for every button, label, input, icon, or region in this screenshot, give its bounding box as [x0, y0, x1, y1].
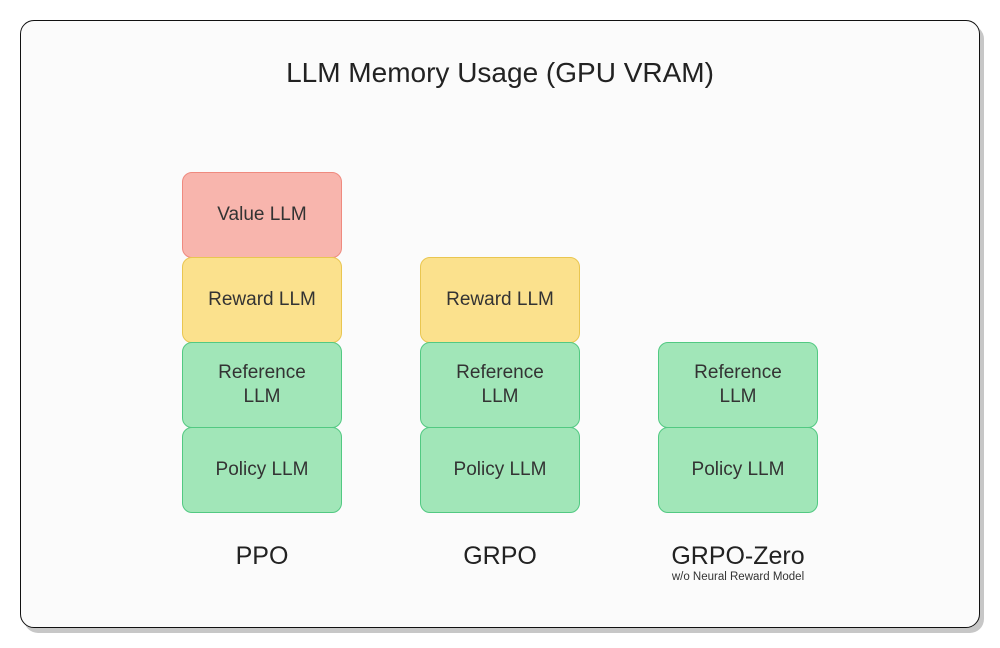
category-sublabel: w/o Neural Reward Model	[671, 571, 804, 583]
bar-column: Policy LLM Reference LLM Reward LLM Value L…	[182, 173, 342, 587]
bar-segment-label: Reference LLM	[678, 361, 798, 409]
bar-segment: Reward LLM	[182, 257, 342, 343]
bar-segment: Reference LLM	[658, 342, 818, 428]
category-label-text: PPO	[236, 542, 289, 570]
bar-stack: Policy LLM Reference LLM Reward LLM	[420, 258, 580, 513]
bar-segment: Reference LLM	[182, 342, 342, 428]
category-label: GRPO	[463, 543, 537, 587]
bar-segment-label: Policy LLM	[454, 458, 547, 482]
category-label-text: GRPO-Zero	[671, 542, 804, 570]
bar-segment: Policy LLM	[658, 427, 818, 513]
bar-column: Policy LLM Reference LLM GRPO-Zerow/o Neur…	[658, 343, 818, 587]
chart-title: LLM Memory Usage (GPU VRAM)	[21, 57, 979, 89]
bar-segment-label: Reward LLM	[208, 288, 316, 312]
bar-segment-label: Value LLM	[217, 203, 306, 227]
bar-column: Policy LLM Reference LLM Reward LLM GRPO	[420, 258, 580, 587]
bar-stack: Policy LLM Reference LLM	[658, 343, 818, 513]
chart-card: LLM Memory Usage (GPU VRAM) Policy LLM Re…	[20, 20, 980, 628]
bar-segment-label: Policy LLM	[216, 458, 309, 482]
bar-segment: Reference LLM	[420, 342, 580, 428]
bar-segment: Value LLM	[182, 172, 342, 258]
bar-segment-label: Reward LLM	[446, 288, 554, 312]
category-label-text: GRPO	[463, 542, 537, 570]
bar-segment-label: Reference LLM	[202, 361, 322, 409]
bar-segment: Policy LLM	[182, 427, 342, 513]
bar-segment-label: Policy LLM	[692, 458, 785, 482]
bar-segment: Policy LLM	[420, 427, 580, 513]
category-label: PPO	[236, 543, 289, 587]
category-label: GRPO-Zerow/o Neural Reward Model	[671, 543, 804, 587]
bar-stack: Policy LLM Reference LLM Reward LLM Value L…	[182, 173, 342, 513]
bar-segment: Reward LLM	[420, 257, 580, 343]
bar-segment-label: Reference LLM	[440, 361, 560, 409]
chart-plot-area: Policy LLM Reference LLM Reward LLM Value L…	[21, 111, 979, 597]
